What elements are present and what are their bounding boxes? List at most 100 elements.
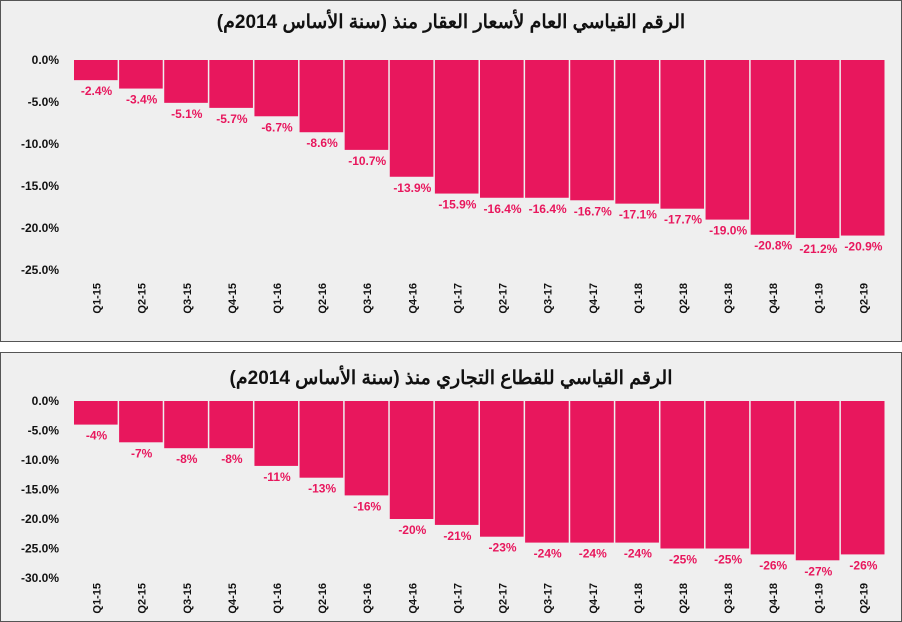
x-tick-label: Q1-19 — [813, 283, 825, 314]
data-label: -27% — [804, 564, 832, 578]
bar-chart-general-index: 0.0% -5.0% -10.0% -15.0% -20.0% -25.0% -2.4% Q1… — [21, 53, 885, 314]
bar — [525, 60, 569, 198]
bar — [164, 401, 208, 449]
x-tick-label: Q3-17 — [543, 583, 555, 614]
data-label: -26% — [759, 558, 787, 572]
data-label: -17.1% — [619, 208, 657, 222]
bar — [74, 401, 118, 425]
data-label: -16.4% — [484, 202, 522, 216]
bar — [299, 401, 344, 478]
data-label: -15.9% — [438, 198, 476, 212]
y-tick-label: -10.0% — [21, 137, 59, 151]
data-label: -23% — [489, 541, 517, 555]
y-tick-label: -30.0% — [21, 571, 59, 585]
bar — [209, 401, 253, 449]
bar — [254, 60, 299, 117]
x-tick-label: Q4-17 — [588, 283, 600, 314]
data-label: -16% — [353, 499, 381, 513]
x-tick-label: Q3-17 — [543, 283, 555, 314]
y-tick-label: -5.0% — [28, 424, 60, 438]
bar — [750, 401, 795, 555]
x-tick-label: Q3-18 — [723, 583, 735, 614]
bar — [795, 60, 840, 239]
data-label: -19.0% — [709, 224, 747, 238]
bar — [570, 60, 614, 201]
data-label: -3.4% — [126, 93, 158, 107]
x-tick-label: Q2-16 — [317, 583, 329, 614]
x-tick-label: Q3-18 — [723, 283, 735, 314]
data-label: -20.9% — [844, 240, 882, 254]
x-tick-label: Q1-18 — [633, 583, 645, 614]
y-tick-label: 0.0% — [32, 53, 60, 67]
bar — [750, 60, 795, 235]
bar — [254, 401, 299, 466]
data-label: -11% — [263, 470, 291, 484]
y-tick-label: -5.0% — [28, 95, 60, 109]
x-tick-label: Q4-18 — [768, 283, 780, 314]
chart-title: الرقم القياسي العام لأسعار العقار منذ (س… — [216, 12, 686, 33]
data-label: -8% — [176, 452, 198, 466]
y-tick-label: -20.0% — [21, 512, 59, 526]
bar — [119, 60, 163, 89]
bar — [795, 401, 840, 561]
y-tick-label: -25.0% — [21, 542, 59, 556]
bar — [434, 60, 479, 194]
data-label: -8.6% — [306, 136, 338, 150]
x-tick-label: Q2-16 — [317, 283, 329, 314]
x-tick-label: Q3-15 — [182, 283, 194, 314]
data-label: -25% — [714, 553, 742, 567]
x-tick-label: Q1-15 — [92, 583, 104, 614]
bar — [480, 401, 524, 537]
x-tick-label: Q3-16 — [362, 283, 374, 314]
bar — [840, 60, 885, 236]
data-label: -21.2% — [799, 242, 837, 256]
bar — [660, 401, 705, 549]
data-label: -21% — [443, 529, 471, 543]
data-label: -20% — [398, 523, 426, 537]
x-tick-label: Q2-17 — [498, 283, 510, 314]
x-tick-label: Q3-16 — [362, 583, 374, 614]
bar — [209, 60, 253, 108]
bar — [74, 60, 118, 81]
bar — [615, 401, 659, 543]
x-tick-label: Q1-16 — [272, 583, 284, 614]
bar — [705, 401, 750, 549]
x-tick-label: Q4-16 — [407, 583, 419, 614]
x-tick-label: Q2-19 — [858, 583, 870, 614]
bar — [119, 401, 163, 443]
data-label: -26% — [849, 558, 877, 572]
x-tick-label: Q2-19 — [858, 283, 870, 314]
x-tick-label: Q1-17 — [452, 583, 464, 614]
bar — [840, 401, 885, 555]
bar-chart-commercial-index: 0.0% -5.0% -10.0% -15.0% -20.0% -25.0% -30.0% -… — [21, 394, 885, 614]
x-tick-label: Q3-15 — [182, 583, 194, 614]
data-label: -10.7% — [348, 154, 386, 168]
data-label: -24% — [624, 547, 652, 561]
bar — [389, 60, 434, 177]
bar — [344, 60, 389, 150]
bar — [525, 401, 569, 543]
x-tick-label: Q1-16 — [272, 283, 284, 314]
chart-panel-commercial-index: الرقم القياسي للقطاع التجاري منذ (سنة ال… — [0, 352, 902, 622]
data-label: -20.8% — [754, 239, 792, 253]
data-label: -2.4% — [81, 84, 113, 98]
x-tick-label: Q1-17 — [452, 283, 464, 314]
x-tick-label: Q2-18 — [678, 283, 690, 314]
data-label: -16.7% — [574, 204, 612, 218]
chart-title: الرقم القياسي للقطاع التجاري منذ (سنة ال… — [229, 368, 673, 389]
x-tick-label: Q4-15 — [227, 283, 239, 314]
bar — [434, 401, 479, 525]
x-tick-label: Q2-17 — [498, 583, 510, 614]
x-tick-label: Q4-16 — [407, 283, 419, 314]
x-tick-label: Q4-15 — [227, 583, 239, 614]
x-tick-label: Q1-19 — [813, 583, 825, 614]
data-label: -5.1% — [171, 107, 203, 121]
bar — [705, 60, 750, 220]
data-label: -13.9% — [393, 181, 431, 195]
x-tick-label: Q1-15 — [92, 283, 104, 314]
data-label: -7% — [131, 446, 153, 460]
y-tick-label: -10.0% — [21, 453, 59, 467]
bar — [299, 60, 344, 133]
bar — [480, 60, 524, 198]
data-label: -6.7% — [261, 120, 293, 134]
